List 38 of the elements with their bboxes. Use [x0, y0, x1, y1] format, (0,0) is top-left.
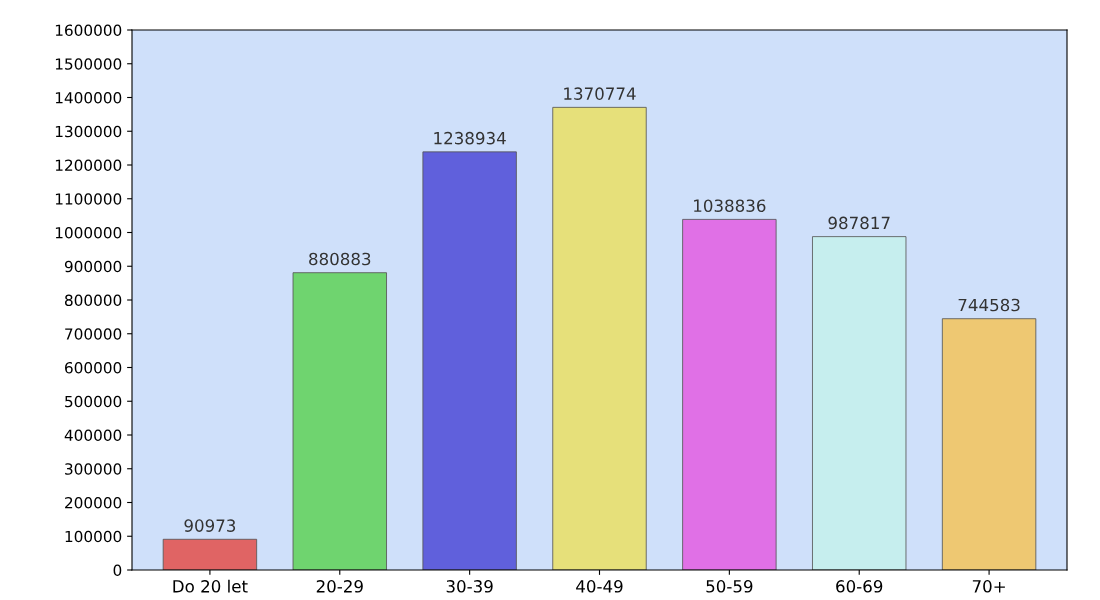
- bar: [682, 218, 777, 570]
- y-tick-label: 1300000: [55, 125, 122, 138]
- data-label: 880883: [309, 252, 371, 266]
- y-tick-label: 800000: [64, 294, 122, 307]
- y-tick-label: 1400000: [55, 91, 122, 104]
- bar: [422, 151, 517, 570]
- bar: [941, 318, 1037, 570]
- bar: [552, 106, 647, 570]
- y-tick-label: 1500000: [55, 58, 122, 70]
- x-tick-label: Do 20 let: [173, 579, 248, 593]
- data-label: 1238934: [434, 131, 506, 145]
- x-tick-label: 20-29: [316, 580, 363, 593]
- y-tick-label: 900000: [64, 260, 122, 273]
- y-tick-label: 600000: [65, 361, 122, 374]
- data-label: 744583: [958, 298, 1020, 312]
- x-tick-label: 70+: [972, 580, 1005, 593]
- y-tick-label: 1600000: [55, 24, 122, 37]
- x-tick-label: 60-69: [836, 580, 883, 593]
- bar: [812, 236, 907, 570]
- y-tick-label: 500000: [65, 395, 122, 408]
- y-tick-label: 0: [113, 564, 122, 577]
- data-label: 987817: [828, 216, 890, 230]
- y-tick-label: 1100000: [55, 193, 122, 205]
- data-label: 1370774: [564, 87, 636, 100]
- y-tick-label: 100000: [65, 530, 122, 543]
- data-label: 1038836: [694, 199, 766, 212]
- y-tick-label: 300000: [65, 463, 122, 475]
- x-tick-label: 50-59: [706, 580, 753, 593]
- y-tick-label: 1200000: [55, 159, 122, 172]
- bar: [292, 272, 387, 570]
- x-tick-label: 40-49: [576, 580, 623, 593]
- y-tick-label: 400000: [64, 429, 122, 442]
- x-tick-label: 30-39: [446, 580, 493, 593]
- data-label: 90973: [184, 519, 236, 532]
- y-tick-label: 200000: [65, 496, 122, 509]
- bar: [162, 538, 258, 570]
- y-tick-label: 1000000: [55, 226, 122, 239]
- y-tick-label: 700000: [65, 328, 122, 340]
